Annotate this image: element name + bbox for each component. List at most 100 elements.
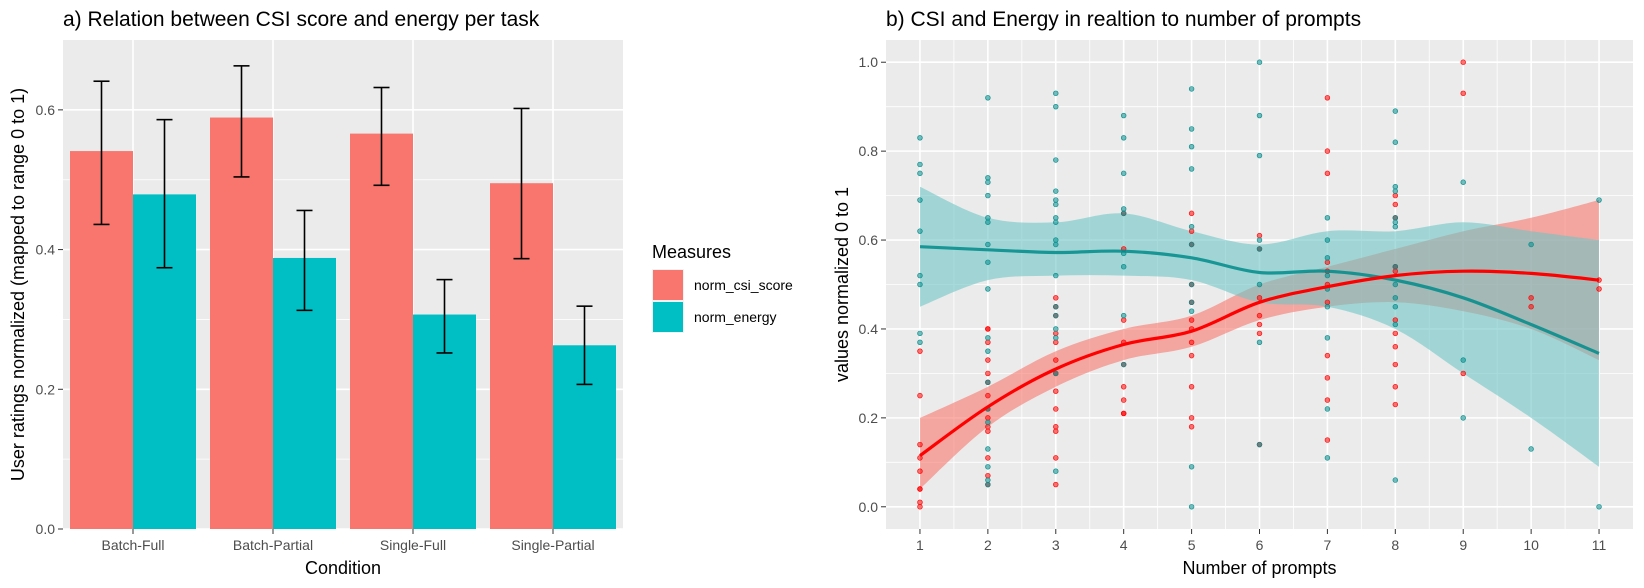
- data-point-energy: [1392, 304, 1399, 310]
- x-tick-label: 10: [1523, 537, 1539, 553]
- data-point-energy: [1324, 215, 1331, 221]
- data-point-energy: [1460, 357, 1466, 363]
- smooth-line-csi: [919, 269, 1600, 457]
- data-point-energy: [1120, 361, 1127, 368]
- x-tick-label: Single-Full: [380, 537, 446, 553]
- data-point-csi: [1460, 370, 1466, 377]
- data-point-csi: [1053, 428, 1059, 434]
- data-point-energy: [1053, 335, 1059, 341]
- data-point-csi: [1053, 357, 1059, 363]
- data-point-energy: [985, 215, 991, 221]
- data-point-energy: [1120, 206, 1127, 212]
- data-point-energy: [985, 95, 991, 101]
- data-point-csi: [1256, 295, 1263, 301]
- data-point-energy: [917, 330, 923, 337]
- data-point-energy: [1120, 135, 1127, 141]
- data-point-energy: [917, 272, 923, 279]
- data-point-energy: [1188, 166, 1195, 172]
- legend-label-energy: norm_energy: [694, 309, 777, 325]
- data-point-energy: [1392, 281, 1399, 288]
- data-point-energy: [917, 339, 923, 345]
- data-point-csi: [1188, 424, 1195, 430]
- data-point-csi: [1256, 232, 1263, 239]
- data-point-energy: [1256, 112, 1263, 119]
- chart-title-b: b) CSI and Energy in realtion to number …: [886, 8, 1361, 31]
- data-point-csi: [1053, 295, 1059, 301]
- y-tick-label: 0.6: [36, 102, 56, 118]
- data-point-energy: [1596, 504, 1602, 510]
- x-tick-label: 2: [984, 537, 992, 553]
- data-point-energy: [1188, 281, 1195, 288]
- y-tick-label: 0.4: [36, 242, 56, 258]
- data-point-csi: [1053, 455, 1059, 461]
- data-point-csi: [1392, 268, 1399, 274]
- x-tick-label: Batch-Partial: [233, 537, 313, 553]
- x-tick-label: 8: [1391, 537, 1399, 553]
- data-point-energy: [985, 477, 991, 483]
- data-point-energy: [1256, 281, 1263, 288]
- data-point-energy: [1324, 335, 1331, 341]
- data-point-csi: [1188, 339, 1195, 345]
- data-point-csi: [1324, 148, 1331, 154]
- data-point-csi: [1256, 321, 1263, 328]
- data-point-energy: [1392, 108, 1399, 114]
- data-point-csi: [985, 472, 991, 479]
- data-point-energy: [1392, 477, 1399, 483]
- data-point-csi: [1392, 361, 1399, 368]
- data-point-energy: [1392, 139, 1399, 145]
- y-axis-title-a: User ratings normalized (mapped to range…: [8, 88, 28, 481]
- data-point-energy: [1392, 295, 1399, 301]
- data-point-energy: [1256, 59, 1263, 65]
- x-tick-label: Batch-Full: [101, 537, 164, 553]
- data-point-csi: [917, 486, 923, 492]
- data-point-csi: [985, 428, 991, 434]
- data-point-csi: [1053, 481, 1059, 488]
- data-point-csi: [917, 392, 923, 399]
- data-point-energy: [985, 481, 991, 488]
- data-point-energy: [1256, 246, 1263, 252]
- data-point-energy: [1188, 86, 1195, 92]
- data-point-energy: [1188, 464, 1195, 470]
- data-point-energy: [1256, 441, 1263, 448]
- data-point-csi: [1188, 317, 1195, 323]
- data-point-csi: [985, 370, 991, 377]
- data-point-energy: [1053, 304, 1059, 310]
- data-point-csi: [985, 455, 991, 461]
- data-point-energy: [1392, 321, 1399, 328]
- data-point-energy: [1053, 201, 1059, 208]
- data-point-energy: [985, 175, 991, 181]
- legend-label-csi: norm_csi_score: [694, 277, 793, 293]
- data-point-csi: [1188, 415, 1195, 421]
- x-tick-label: 4: [1120, 537, 1128, 553]
- data-point-energy: [1188, 241, 1195, 248]
- bar-chart-panel-a: a) Relation between CSI score and energy…: [8, 8, 623, 578]
- x-tick-label: 3: [1052, 537, 1060, 553]
- y-tick-label: 0.2: [859, 410, 879, 426]
- data-point-energy: [1528, 241, 1534, 248]
- data-point-energy: [1053, 157, 1059, 163]
- y-axis-title-b: values normalized 0 to 1: [832, 187, 852, 382]
- legend-swatch-csi: [653, 270, 683, 300]
- data-point-csi: [1188, 228, 1195, 234]
- data-point-energy: [1053, 326, 1059, 332]
- y-tick-label: 1.0: [859, 54, 879, 70]
- bar-norm_csi_score: [210, 117, 273, 529]
- data-point-energy: [1324, 272, 1331, 279]
- data-point-energy: [1120, 210, 1127, 217]
- data-point-energy: [1528, 446, 1534, 452]
- y-tick-label: 0.2: [36, 381, 56, 397]
- data-point-energy: [1460, 179, 1466, 185]
- data-point-energy: [917, 228, 923, 234]
- data-point-energy: [1596, 197, 1602, 203]
- data-point-energy: [1324, 304, 1331, 310]
- data-point-energy: [985, 419, 991, 426]
- data-point-energy: [1256, 237, 1263, 243]
- data-point-energy: [985, 241, 991, 248]
- smooth-line-energy: [919, 245, 1600, 355]
- data-point-csi: [917, 468, 923, 474]
- x-tick-label: 1: [916, 537, 924, 553]
- data-point-csi: [917, 504, 923, 510]
- data-point-energy: [1324, 406, 1331, 412]
- data-point-energy: [917, 161, 923, 168]
- x-tick-label: 9: [1459, 537, 1467, 553]
